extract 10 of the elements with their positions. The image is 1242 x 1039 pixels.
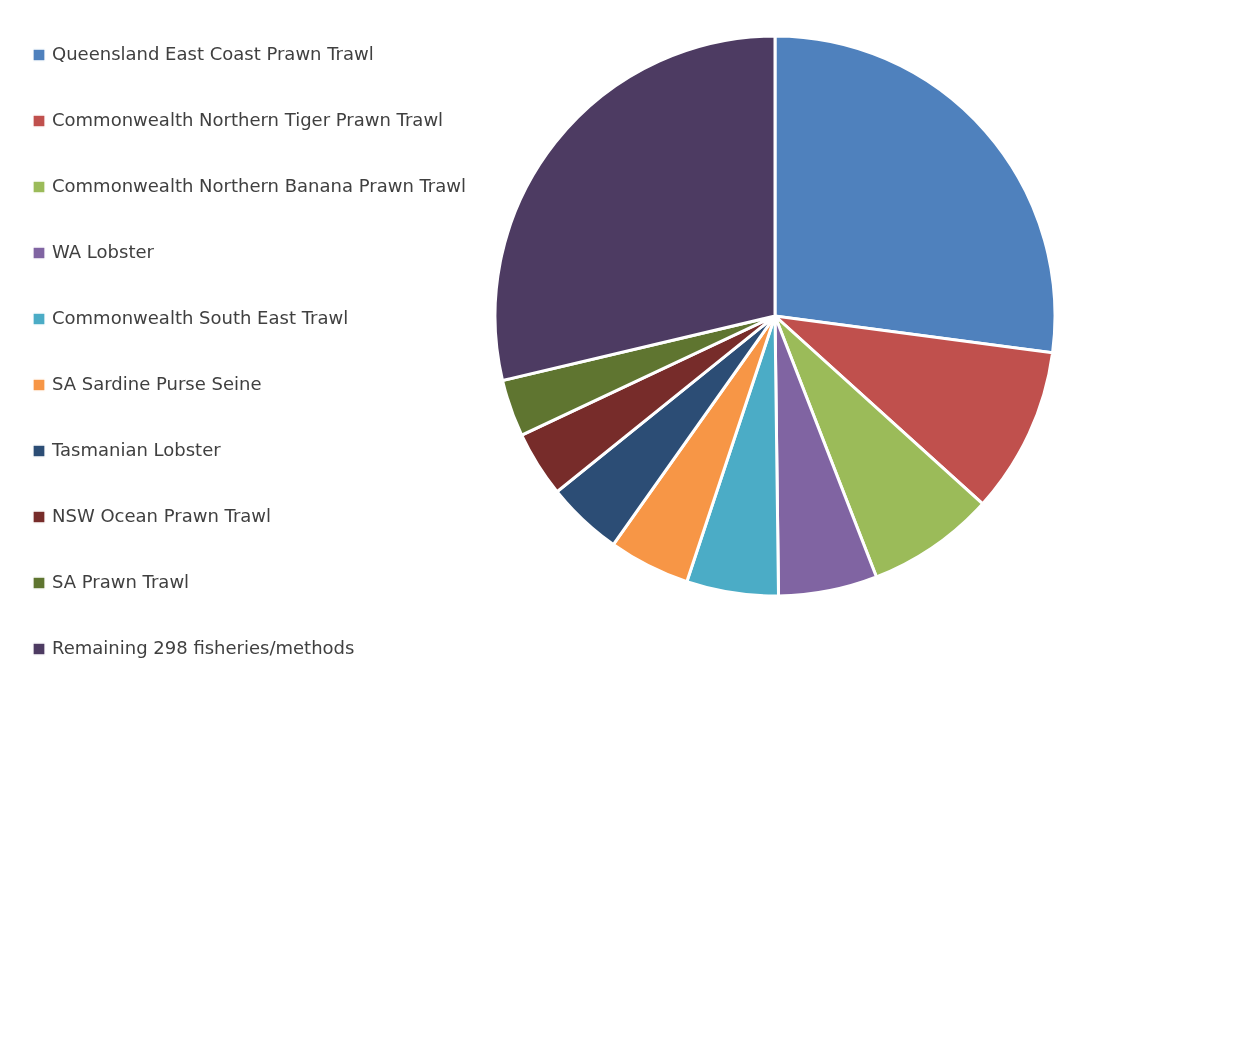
legend-label: Commonwealth Northern Tiger Prawn Trawl bbox=[52, 109, 444, 130]
legend-label: SA Sardine Purse Seine bbox=[52, 373, 262, 394]
legend-label: NSW Ocean Prawn Trawl bbox=[52, 505, 272, 526]
legend-label: SA Prawn Trawl bbox=[52, 571, 190, 592]
legend-label: Commonwealth Northern Banana Prawn Trawl bbox=[52, 175, 467, 196]
legend-label: Queensland East Coast Prawn Trawl bbox=[52, 43, 374, 64]
legend-label: Commonwealth South East Trawl bbox=[52, 307, 349, 328]
legend-label: Tasmanian Lobster bbox=[51, 439, 222, 460]
legend-label: WA Lobster bbox=[52, 241, 155, 262]
legend-label: Remaining 298 fisheries/methods bbox=[52, 637, 355, 658]
